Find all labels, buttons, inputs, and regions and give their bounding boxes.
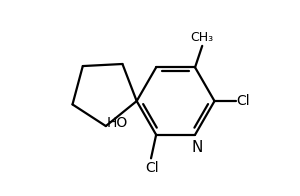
- Text: N: N: [191, 140, 203, 155]
- Text: Cl: Cl: [236, 94, 250, 108]
- Text: HO: HO: [106, 116, 128, 130]
- Text: Cl: Cl: [145, 161, 159, 175]
- Text: CH₃: CH₃: [191, 31, 214, 44]
